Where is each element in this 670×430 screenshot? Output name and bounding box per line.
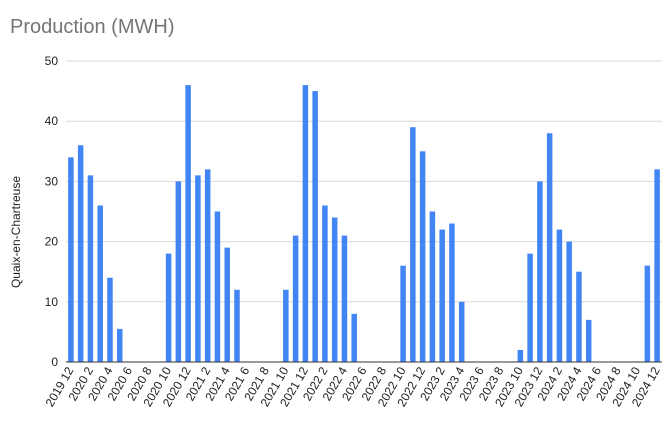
bar-2023-1: [429, 211, 436, 362]
bar-2019-12: [68, 157, 74, 362]
bar-2020-3: [97, 205, 103, 362]
chart-title: Production (MWH): [10, 16, 175, 38]
bar-2022-11: [410, 127, 416, 362]
bar-2021-12: [302, 85, 309, 362]
bar-2021-3: [214, 211, 221, 362]
bar-2020-1: [77, 145, 84, 362]
bar-2022-12: [419, 151, 426, 362]
bar-2022-3: [331, 217, 338, 362]
y-tick-label: 0: [51, 355, 58, 369]
y-tick-label: 30: [45, 174, 59, 188]
bar-2021-2: [204, 169, 211, 362]
gridlines: [66, 60, 662, 303]
bar-2020-2: [87, 175, 94, 362]
bar-2024-1: [546, 133, 553, 362]
bar-2020-5: [116, 328, 123, 362]
y-tick-labels: 0 10 20 30 40 50: [45, 54, 59, 369]
bar-2022-4: [341, 235, 348, 362]
bar-2024-4: [576, 271, 582, 362]
bar-2024-2: [556, 229, 563, 362]
bar-series: [68, 85, 660, 362]
bar-2020-4: [107, 277, 113, 362]
bar-2023-12: [537, 181, 543, 362]
bar-2021-10: [283, 289, 289, 362]
bar-2022-5: [351, 313, 357, 362]
bar-2021-5: [234, 289, 240, 362]
y-axis-title: Quaix-en-Chartreuse: [9, 176, 23, 288]
bar-2024-3: [566, 241, 572, 362]
bar-2023-4: [458, 301, 465, 362]
bar-2023-11: [527, 253, 533, 362]
bar-2023-3: [449, 223, 455, 362]
bar-2023-10: [517, 349, 524, 362]
bar-2020-12: [185, 85, 191, 362]
bar-2022-1: [312, 91, 318, 362]
bar-2020-10: [165, 253, 172, 362]
y-tick-label: 10: [45, 295, 59, 309]
bar-2020-11: [175, 181, 182, 362]
bar-2022-10: [400, 265, 406, 362]
bar-2024-11: [644, 265, 651, 362]
bar-2024-12: [654, 169, 660, 362]
bar-2023-2: [439, 229, 445, 362]
bar-2021-1: [195, 175, 201, 362]
y-tick-label: 50: [45, 54, 59, 68]
y-tick-label: 20: [45, 235, 59, 249]
bar-2024-5: [585, 319, 592, 362]
bar-2022-2: [322, 205, 328, 362]
bar-2021-11: [292, 235, 299, 362]
y-tick-label: 40: [45, 114, 59, 128]
bar-2021-4: [224, 247, 230, 362]
